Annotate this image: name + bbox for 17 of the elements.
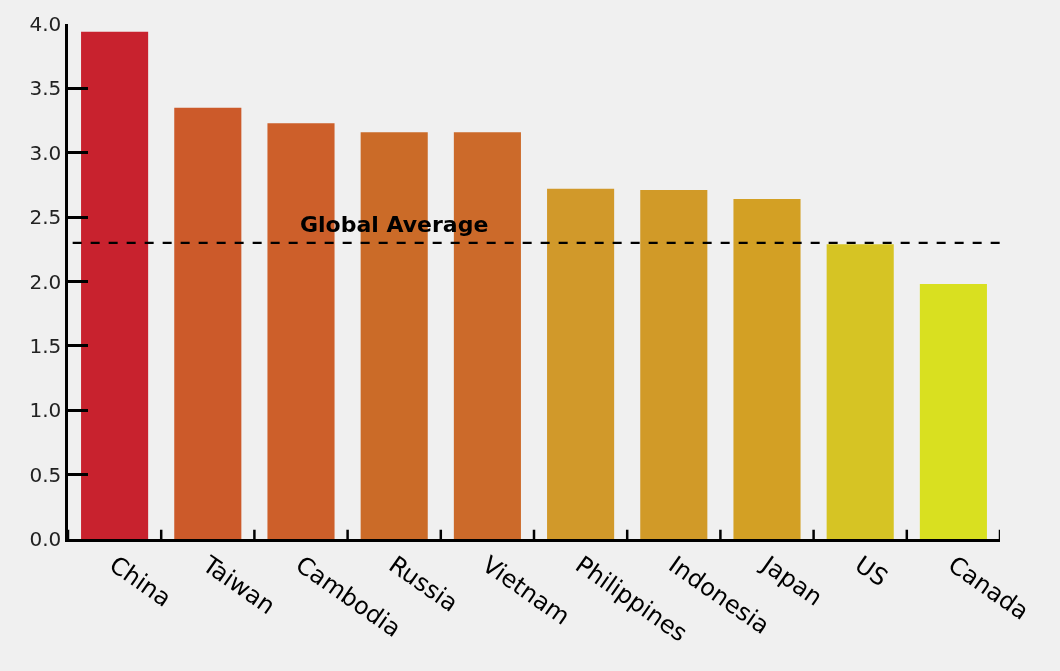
y-tick-label: 3.5 bbox=[29, 76, 62, 101]
bar bbox=[640, 190, 708, 539]
y-tick-label: 3.0 bbox=[29, 140, 62, 165]
y-tick-label: 1.5 bbox=[29, 333, 62, 358]
y-tick-label: 0.0 bbox=[29, 527, 62, 551]
bar bbox=[733, 199, 801, 539]
bar bbox=[547, 188, 615, 539]
bar bbox=[919, 284, 987, 539]
y-tick-label: 2.0 bbox=[29, 269, 62, 294]
y-tick-label: 1.0 bbox=[29, 398, 62, 423]
bar bbox=[81, 31, 149, 539]
y-tick-label: 4.0 bbox=[29, 12, 62, 36]
y-tick-label: 0.5 bbox=[29, 462, 62, 487]
bar bbox=[174, 107, 242, 539]
y-tick-label: 2.5 bbox=[29, 205, 62, 230]
bar bbox=[826, 244, 894, 539]
x-tick-label: US bbox=[849, 550, 893, 593]
